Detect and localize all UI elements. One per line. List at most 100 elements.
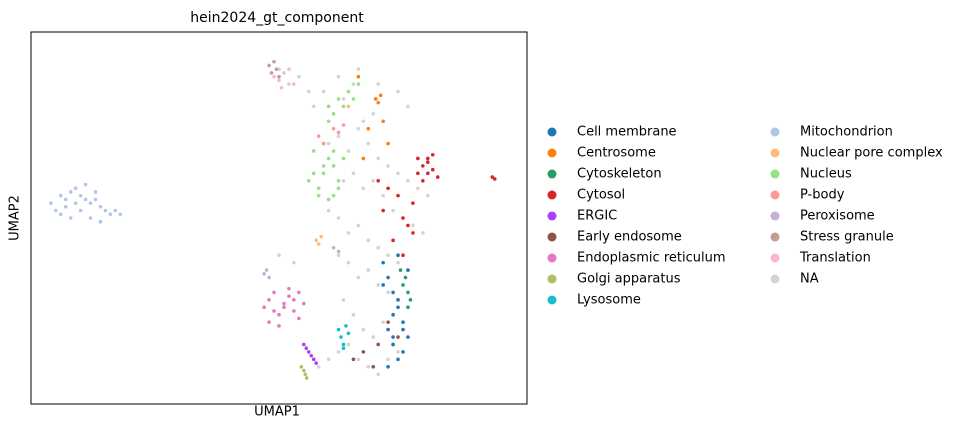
point	[304, 346, 309, 351]
point	[386, 357, 390, 362]
legend-marker	[770, 169, 780, 179]
point	[411, 231, 415, 235]
point	[108, 212, 113, 217]
point	[88, 201, 93, 205]
point	[267, 298, 271, 302]
point	[426, 171, 430, 176]
point	[287, 294, 291, 298]
point	[341, 298, 346, 302]
point	[93, 197, 98, 202]
point	[83, 182, 88, 187]
point	[378, 93, 383, 98]
point	[287, 67, 291, 71]
point	[331, 193, 336, 198]
point	[356, 74, 361, 79]
point	[492, 177, 497, 181]
legend-label: NA	[800, 272, 819, 287]
point	[267, 275, 271, 280]
point	[272, 74, 276, 79]
legend-marker	[770, 274, 780, 284]
point	[331, 149, 336, 153]
legend-label: Endoplasmic reticulum	[577, 251, 725, 266]
point	[297, 290, 301, 295]
point	[346, 231, 351, 235]
point	[416, 171, 420, 176]
point	[366, 126, 371, 131]
point	[396, 335, 400, 339]
point	[299, 365, 304, 369]
point	[416, 156, 420, 161]
point	[381, 193, 385, 198]
legend-marker	[770, 148, 780, 158]
point	[306, 350, 311, 354]
point	[366, 238, 371, 243]
point	[54, 208, 58, 213]
point	[277, 74, 281, 79]
legend-label: Cell membrane	[577, 125, 677, 140]
point	[297, 74, 301, 79]
point	[83, 197, 88, 202]
point	[118, 212, 123, 217]
legend-marker	[547, 148, 557, 158]
point	[371, 335, 376, 339]
point	[381, 283, 385, 287]
point	[386, 365, 390, 369]
point	[302, 301, 306, 306]
point	[274, 67, 279, 71]
point	[282, 305, 286, 310]
point	[336, 179, 341, 183]
legend-label: Mitochondrion	[800, 125, 893, 140]
x-axis-label: UMAP1	[254, 405, 300, 420]
point	[435, 175, 440, 179]
point	[346, 149, 351, 153]
point	[391, 238, 395, 243]
point	[326, 119, 331, 124]
point	[421, 164, 425, 168]
point	[346, 342, 351, 347]
point	[391, 342, 395, 347]
point	[336, 130, 341, 135]
legend-marker	[547, 169, 557, 179]
point	[381, 260, 385, 265]
point	[391, 312, 395, 317]
point	[306, 179, 311, 183]
point	[406, 305, 410, 310]
point	[401, 350, 405, 354]
point	[73, 201, 78, 205]
point	[430, 167, 435, 172]
point	[331, 245, 336, 250]
point	[356, 67, 361, 71]
point	[346, 331, 351, 336]
point	[341, 342, 346, 347]
point	[386, 275, 390, 280]
point	[49, 201, 53, 205]
point	[366, 141, 371, 146]
point	[376, 283, 381, 287]
point	[406, 104, 410, 109]
point	[386, 320, 390, 324]
point	[361, 119, 366, 124]
point	[103, 208, 108, 213]
point	[406, 179, 410, 183]
point	[297, 316, 301, 321]
legend: Cell membrane Centrosome Cytoskeleton Cytos…	[547, 125, 943, 308]
point	[326, 208, 331, 213]
point	[421, 231, 425, 235]
point	[336, 249, 341, 254]
point	[376, 82, 381, 86]
point	[396, 350, 400, 354]
point	[262, 272, 266, 276]
point	[421, 179, 425, 183]
point	[316, 242, 321, 246]
point	[376, 372, 381, 377]
point	[287, 286, 291, 291]
point	[262, 305, 266, 310]
point	[316, 193, 321, 198]
point	[406, 290, 410, 295]
point	[277, 78, 281, 83]
point	[401, 283, 405, 287]
y-axis-label: UMAP2	[8, 195, 23, 241]
point	[376, 100, 381, 105]
point	[386, 290, 390, 295]
legend-label: Nuclear pore complex	[800, 146, 943, 161]
